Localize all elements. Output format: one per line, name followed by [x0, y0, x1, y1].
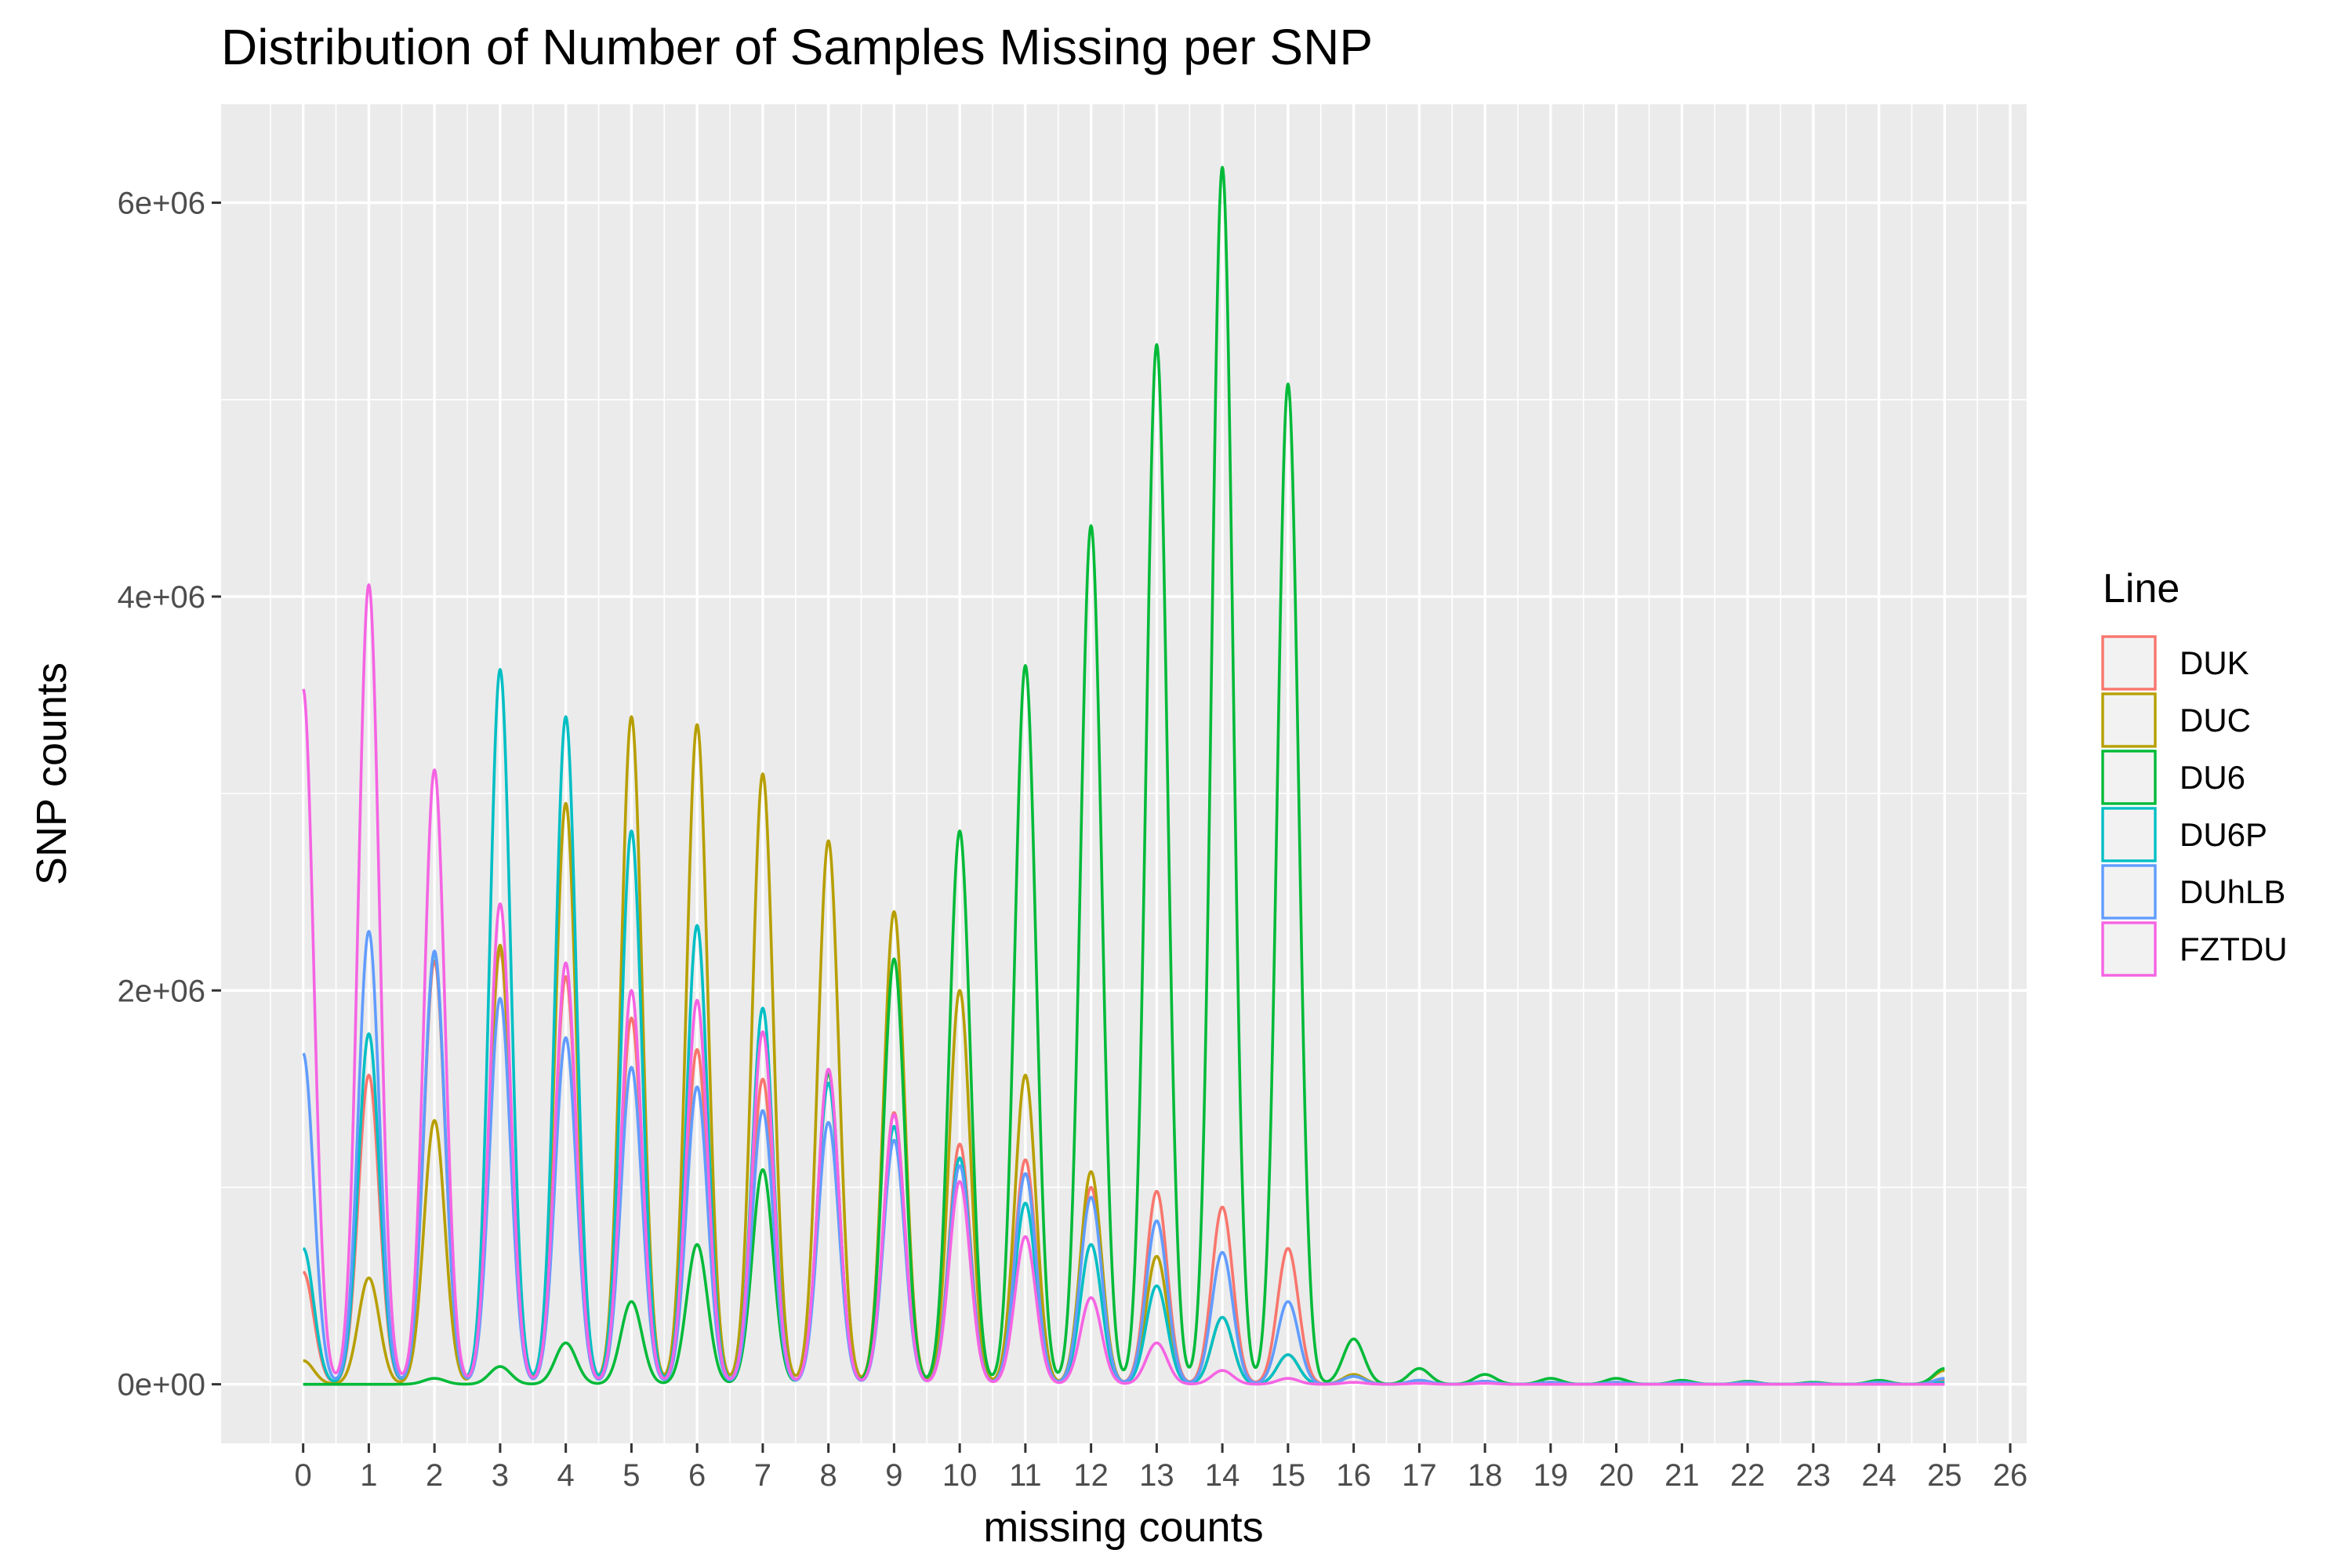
legend-label-du6: DU6: [2180, 759, 2245, 796]
x-tick-label: 12: [1073, 1458, 1109, 1493]
legend-label-duhlb: DUhLB: [2180, 873, 2285, 910]
x-tick-label: 2: [426, 1458, 443, 1493]
x-tick-label: 3: [492, 1458, 509, 1493]
series-lines: [302, 165, 1946, 1386]
legend-label-duc: DUC: [2180, 702, 2251, 739]
series-line-fztdu: [302, 583, 1946, 1386]
x-tick-label: 13: [1139, 1458, 1174, 1493]
x-tick-label: 7: [754, 1458, 771, 1493]
x-tick-label: 16: [1336, 1458, 1371, 1493]
x-tick-label: 25: [1927, 1458, 1962, 1493]
legend-title: Line: [2103, 566, 2180, 612]
legend-items: DUK DUC DU6 DU6P DUhLB FZTDU: [2101, 635, 2288, 977]
x-tick-label: 14: [1205, 1458, 1240, 1493]
x-tick-label: 26: [1993, 1458, 2028, 1493]
legend-key-duc: [2101, 692, 2157, 748]
x-tick-label: 24: [1861, 1458, 1896, 1493]
legend-key-du6: [2101, 750, 2157, 805]
x-tick-label: 9: [885, 1458, 902, 1493]
legend-key-duhlb: [2101, 864, 2157, 920]
x-tick-label: 23: [1796, 1458, 1831, 1493]
x-tick-label: 6: [688, 1458, 706, 1493]
x-tick-label: 15: [1271, 1458, 1306, 1493]
x-tick-label: 19: [1534, 1458, 1569, 1493]
legend-label-fztdu: FZTDU: [2180, 931, 2288, 967]
x-tick-label: 22: [1730, 1458, 1766, 1493]
x-tick-label: 1: [360, 1458, 377, 1493]
y-axis-title: SNP counts: [28, 662, 75, 885]
x-tick-label: 10: [942, 1458, 978, 1493]
legend-key-du6p: [2101, 807, 2157, 862]
legend-label-du6p: DU6P: [2180, 816, 2267, 853]
legend: Line DUK DUC DU6 DU6P DUhLB FZTDU: [2101, 566, 2288, 977]
y-tick-label: 6e+06: [118, 187, 205, 221]
legend-label-duk: DUK: [2180, 644, 2249, 681]
x-tick-label: 18: [1468, 1458, 1503, 1493]
x-tick-label: 17: [1402, 1458, 1437, 1493]
x-tick-label: 11: [1009, 1458, 1042, 1493]
x-tick-label: 8: [820, 1458, 837, 1493]
grid-lines: [221, 104, 2027, 1443]
x-axis-title: missing counts: [983, 1504, 1263, 1551]
chart-title: Distribution of Number of Samples Missin…: [221, 19, 1373, 75]
x-tick-label: 20: [1599, 1458, 1634, 1493]
x-tick-label: 21: [1664, 1458, 1700, 1493]
x-tick-label: 0: [295, 1458, 312, 1493]
x-tick-label: 4: [557, 1458, 575, 1493]
y-tick-label: 0e+00: [118, 1368, 205, 1403]
y-tick-label: 4e+06: [118, 580, 205, 615]
x-tick-label: 5: [622, 1458, 640, 1493]
legend-key-fztdu: [2101, 921, 2157, 977]
legend-key-duk: [2101, 635, 2157, 691]
y-tick-label: 2e+06: [118, 974, 205, 1008]
